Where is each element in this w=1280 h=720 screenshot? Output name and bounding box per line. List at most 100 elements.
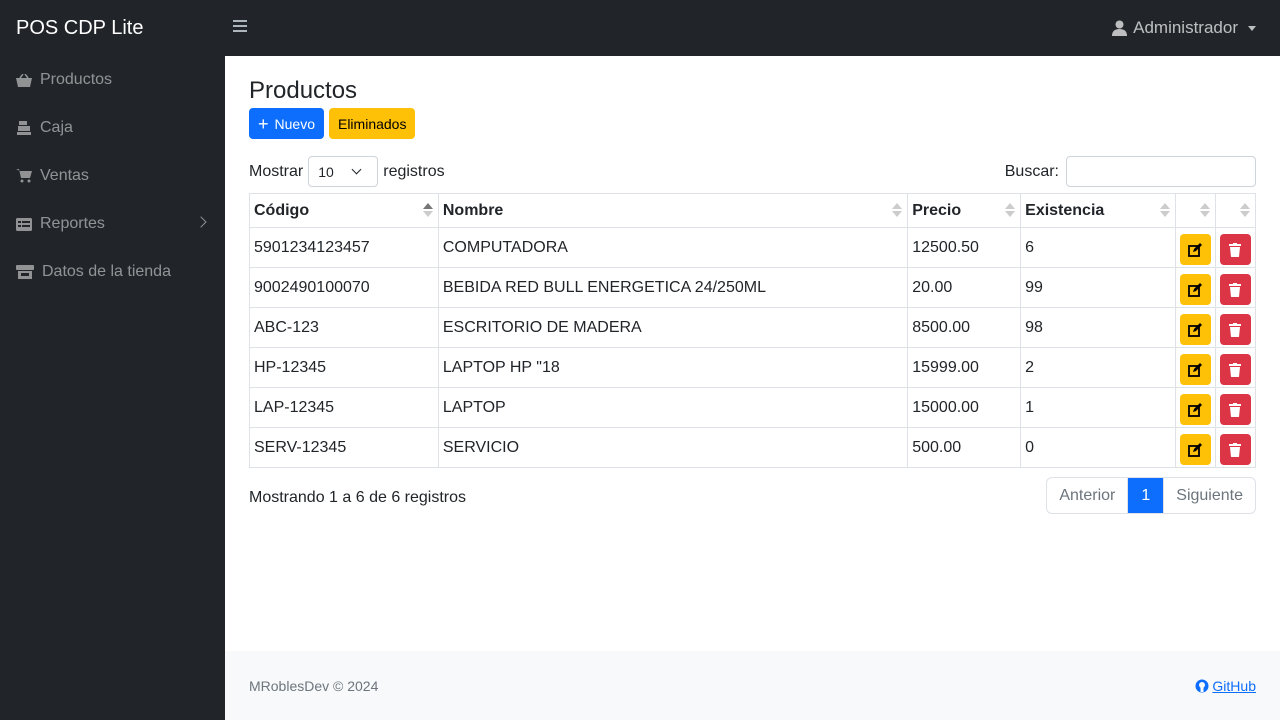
cell-stock: 1 xyxy=(1020,387,1176,428)
cell-price: 15999.00 xyxy=(907,347,1022,388)
show-label: Mostrar xyxy=(249,162,304,180)
cell-stock: 2 xyxy=(1020,347,1176,388)
user-menu[interactable]: Administrador xyxy=(1112,18,1256,38)
delete-button[interactable] xyxy=(1219,274,1251,305)
sort-icon xyxy=(1005,203,1016,217)
deleted-products-button[interactable]: Eliminados xyxy=(328,108,416,139)
table-row: SERV-12345 SERVICIO 500.00 0 xyxy=(249,427,1257,468)
trash-icon xyxy=(1229,402,1242,417)
github-icon xyxy=(1195,679,1209,692)
edit-icon xyxy=(1188,402,1203,417)
sidebar-item-datos-tienda[interactable]: Datos de la tienda xyxy=(0,248,225,296)
cell-delete xyxy=(1214,387,1257,428)
chevron-down-icon xyxy=(351,164,362,175)
column-header-code[interactable]: Código xyxy=(249,193,439,228)
edit-icon xyxy=(1188,322,1203,337)
table-icon xyxy=(16,217,32,231)
table-row: LAP-12345 LAPTOP 15000.00 1 xyxy=(249,387,1257,428)
edit-button[interactable] xyxy=(1179,234,1211,265)
edit-button[interactable] xyxy=(1179,434,1211,465)
search-label: Buscar: xyxy=(1004,162,1059,180)
delete-button[interactable] xyxy=(1219,354,1251,385)
edit-button[interactable] xyxy=(1179,354,1211,385)
sidebar-item-reportes[interactable]: Reportes xyxy=(0,200,225,248)
sidebar-item-productos[interactable]: Productos xyxy=(0,56,225,104)
cell-code: HP-12345 xyxy=(249,347,439,388)
column-header-name[interactable]: Nombre xyxy=(437,193,909,228)
cell-edit xyxy=(1175,387,1216,428)
cell-stock: 99 xyxy=(1020,267,1176,308)
cell-stock: 0 xyxy=(1020,427,1176,468)
github-link[interactable]: GitHub xyxy=(1195,678,1256,694)
cash-register-icon xyxy=(16,121,32,135)
sort-asc-icon xyxy=(422,203,433,217)
delete-button[interactable] xyxy=(1219,234,1251,265)
main-content: Productos + Nuevo Eliminados Mostrar 10 r… xyxy=(225,56,1280,651)
cell-stock: 98 xyxy=(1020,307,1176,348)
sidebar-item-ventas[interactable]: Ventas xyxy=(0,152,225,200)
column-header-price[interactable]: Precio xyxy=(907,193,1022,228)
pagination-page-1[interactable]: 1 xyxy=(1127,478,1165,513)
cell-code: 5901234123457 xyxy=(249,227,439,268)
new-product-label: Nuevo xyxy=(274,115,315,132)
sidebar-item-caja[interactable]: Caja xyxy=(0,104,225,152)
cell-delete xyxy=(1214,267,1257,308)
column-header-label: Existencia xyxy=(1025,201,1105,219)
plus-icon: + xyxy=(258,113,269,134)
cell-price: 15000.00 xyxy=(907,387,1022,428)
column-header-label: Nombre xyxy=(442,201,504,219)
delete-button[interactable] xyxy=(1219,394,1251,425)
cell-name: ESCRITORIO DE MADERA xyxy=(437,307,909,348)
cell-edit xyxy=(1175,227,1216,268)
cell-delete xyxy=(1214,347,1257,388)
table-row: ABC-123 ESCRITORIO DE MADERA 8500.00 98 xyxy=(249,307,1257,348)
new-product-button[interactable]: + Nuevo xyxy=(249,108,324,139)
delete-button[interactable] xyxy=(1219,434,1251,465)
edit-button[interactable] xyxy=(1179,314,1211,345)
column-header-stock[interactable]: Existencia xyxy=(1020,193,1176,228)
pagination-info: Mostrando 1 a 6 de 6 registros xyxy=(249,489,467,506)
sidebar-item-label: Productos xyxy=(40,71,113,88)
cell-price: 12500.50 xyxy=(907,227,1022,268)
sidebar: Productos Caja Ventas Reportes Datos de … xyxy=(0,56,225,720)
sidebar-toggle-icon[interactable] xyxy=(233,20,247,34)
page-size-select[interactable]: 10 xyxy=(308,156,379,187)
table-row: HP-12345 LAPTOP HP "18 15999.00 2 xyxy=(249,347,1257,388)
edit-button[interactable] xyxy=(1179,274,1211,305)
brand-title[interactable]: POS CDP Lite xyxy=(16,17,144,39)
sort-icon xyxy=(1160,203,1170,217)
sort-icon xyxy=(1240,203,1250,217)
sidebar-item-label: Ventas xyxy=(40,167,89,184)
pagination-next[interactable]: Siguiente xyxy=(1176,486,1243,504)
delete-button[interactable] xyxy=(1219,314,1251,345)
cell-name: COMPUTADORA xyxy=(437,227,909,268)
cell-name: BEBIDA RED BULL ENERGETICA 24/250ML xyxy=(437,267,909,308)
user-name: Administrador xyxy=(1133,18,1238,37)
column-header-delete[interactable] xyxy=(1214,193,1257,228)
cell-name: LAPTOP HP "18 xyxy=(437,347,909,388)
cell-edit xyxy=(1175,307,1216,348)
column-header-edit[interactable] xyxy=(1175,193,1216,228)
store-icon xyxy=(16,265,34,279)
chevron-right-icon xyxy=(195,216,207,228)
products-table: Código Nombre Precio Existencia 59012341… xyxy=(249,193,1257,468)
sort-icon xyxy=(892,203,903,217)
edit-icon xyxy=(1188,362,1203,377)
pagination: Anterior 1 Siguiente xyxy=(1046,477,1256,514)
trash-icon xyxy=(1229,442,1242,457)
trash-icon xyxy=(1229,282,1242,297)
trash-icon xyxy=(1229,362,1242,377)
trash-icon xyxy=(1229,242,1242,257)
pagination-prev[interactable]: Anterior xyxy=(1059,486,1116,504)
cell-price: 8500.00 xyxy=(907,307,1022,348)
copyright: MRoblesDev © 2024 xyxy=(249,677,379,694)
cell-edit xyxy=(1175,347,1216,388)
edit-button[interactable] xyxy=(1179,394,1211,425)
sidebar-item-label: Datos de la tienda xyxy=(42,263,171,280)
search-input[interactable] xyxy=(1066,156,1256,187)
cell-name: SERVICIO xyxy=(437,427,909,468)
page-size-value: 10 xyxy=(318,163,334,180)
cart-icon xyxy=(16,169,32,183)
records-label: registros xyxy=(383,162,445,180)
cell-stock: 6 xyxy=(1020,227,1176,268)
